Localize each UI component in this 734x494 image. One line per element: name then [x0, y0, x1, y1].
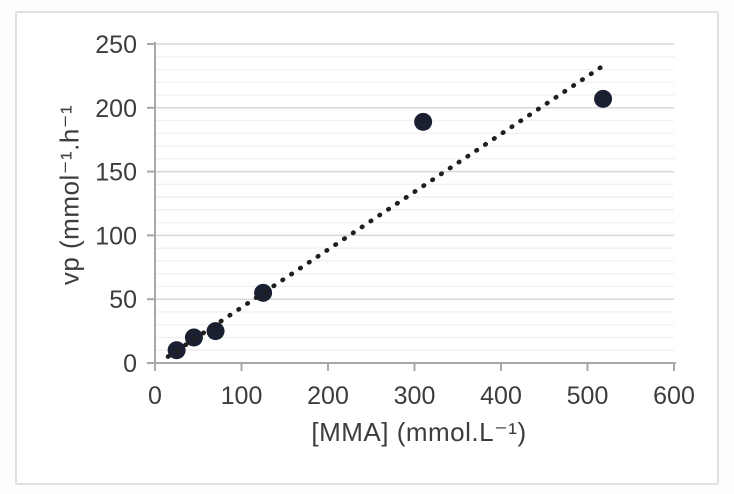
x-tick-label: 0 [148, 382, 162, 410]
x-tick-label: 100 [221, 382, 263, 410]
y-tick-label: 250 [95, 31, 137, 59]
x-tick-label: 600 [653, 382, 695, 410]
y-tick-label: 100 [95, 222, 137, 250]
scatter-chart: 0 50 100 150 200 250 0 100 200 300 400 500 600 [95, 31, 695, 410]
trendline [165, 64, 604, 359]
x-tick-label: 500 [567, 382, 609, 410]
chart-figure: 0 50 100 150 200 250 0 100 200 300 400 500 600 [MMA]… [15, 11, 719, 485]
y-tick-label: 150 [95, 159, 137, 187]
y-tick-label: 200 [95, 95, 137, 123]
x-tick-label: 200 [307, 382, 349, 410]
data-point [206, 322, 225, 341]
x-tick-label: 400 [480, 382, 522, 410]
y-tick-label: 0 [123, 350, 137, 378]
x-tick-label: 300 [394, 382, 436, 410]
data-point [594, 89, 613, 108]
y-tick-label: 50 [109, 286, 137, 314]
data-point [414, 112, 433, 131]
